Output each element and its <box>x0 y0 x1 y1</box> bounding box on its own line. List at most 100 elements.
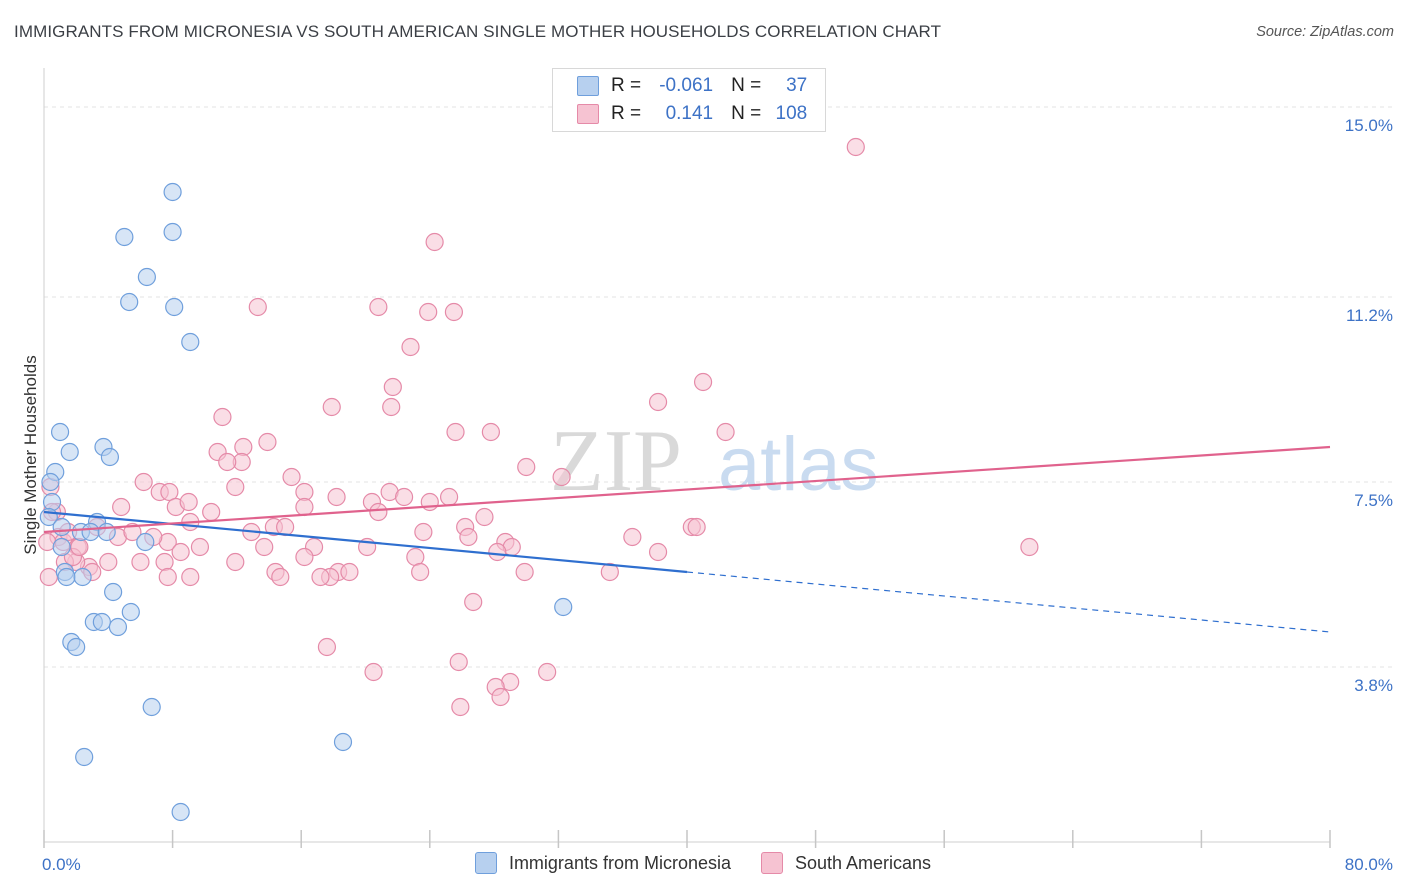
south-american-point <box>401 337 420 357</box>
south-american-point <box>383 377 402 397</box>
south-american-point <box>481 422 500 442</box>
south-american-point <box>39 567 58 587</box>
south-american-point <box>459 527 478 547</box>
south-american-point <box>311 567 330 587</box>
south-american-point <box>600 562 619 582</box>
trend-lines <box>43 445 1331 633</box>
south-american-point <box>213 407 232 427</box>
legend-item-south-americans[interactable]: South Americans <box>760 852 932 874</box>
south-american-point <box>419 302 438 322</box>
micronesia-trend-line <box>43 510 688 574</box>
south-american-point <box>491 687 510 707</box>
watermark-zip: ZIP <box>550 413 682 510</box>
south-american-point <box>282 467 301 487</box>
micronesia-point <box>42 492 62 512</box>
x-tick-label: 0.0% <box>42 855 81 874</box>
south-american-point <box>70 537 89 557</box>
south-american-point <box>99 552 118 572</box>
south-american-point <box>451 697 470 717</box>
south-american-point <box>1020 537 1039 557</box>
y-tick-label: 7.5% <box>1354 491 1393 510</box>
legend-label: Immigrants from Micronesia <box>508 852 731 873</box>
south-american-point <box>449 652 468 672</box>
micronesia-point <box>115 227 134 247</box>
south-american-point <box>716 422 735 442</box>
blue-swatch <box>474 852 497 874</box>
south-american-point <box>295 547 314 567</box>
south-american-point <box>439 487 459 507</box>
chart-title: IMMIGRANTS FROM MICRONESIA VS SOUTH AMER… <box>14 22 942 41</box>
south-american-point <box>112 497 131 517</box>
south-american-point <box>134 472 153 492</box>
south-american-point <box>190 537 210 557</box>
south-american-point <box>517 457 536 477</box>
micronesia-points <box>39 182 573 822</box>
south-american-point <box>131 552 150 572</box>
south-american-point <box>411 562 430 582</box>
pink-swatch <box>760 852 783 874</box>
y-tick-label: 15.0% <box>1345 116 1393 135</box>
south-american-point <box>369 297 388 317</box>
south-american-point <box>369 502 388 522</box>
micronesia-point <box>163 182 182 202</box>
south-american-point <box>340 562 359 582</box>
south-american-point <box>425 232 444 252</box>
south-american-point <box>406 547 425 567</box>
south-american-point <box>255 537 274 557</box>
south-american-point <box>317 637 337 657</box>
south-american-point <box>515 562 534 582</box>
south-american-point <box>364 662 383 682</box>
blue-swatch <box>577 76 599 96</box>
micronesia-point <box>60 442 79 462</box>
south-american-point <box>488 542 507 562</box>
micronesia-point <box>136 532 155 552</box>
micronesia-trend-extension <box>686 571 1331 633</box>
source-label: Source: ZipAtlas.com <box>1256 24 1394 40</box>
micronesia-point <box>554 597 573 617</box>
south-american-point <box>202 502 221 522</box>
south-american-point <box>171 542 190 562</box>
watermark: ZIP atlas <box>550 413 879 510</box>
south-american-point <box>226 477 245 497</box>
legend-item-micronesia[interactable]: Immigrants from Micronesia <box>474 852 731 874</box>
south-american-point <box>248 297 267 317</box>
r-label: R = <box>611 75 642 96</box>
n-label: N = <box>731 103 762 124</box>
south-american-point <box>623 527 642 547</box>
micronesia-point <box>120 292 139 312</box>
south-american-point <box>179 492 198 512</box>
micronesia-point <box>67 637 86 657</box>
south-americans-points <box>38 137 1039 717</box>
n-value: 108 <box>775 103 808 124</box>
south-american-point <box>226 552 245 572</box>
south-american-point <box>295 497 314 517</box>
r-value: -0.061 <box>659 75 714 96</box>
south-american-point <box>414 522 433 542</box>
stats-row-micronesia: R = -0.061 N = 37 <box>553 72 807 100</box>
micronesia-point <box>52 517 71 537</box>
south-american-point <box>846 137 865 157</box>
n-label: N = <box>731 75 762 96</box>
micronesia-point <box>92 612 111 632</box>
micronesia-point <box>181 332 200 352</box>
micronesia-point <box>121 602 140 622</box>
y-tick-labels: 3.8% 7.5% 11.2% 15.0% <box>1345 116 1393 695</box>
south-american-point <box>394 487 414 507</box>
pink-swatch <box>577 104 599 124</box>
south-american-point <box>475 507 494 527</box>
watermark-atlas: atlas <box>718 422 879 507</box>
micronesia-point <box>52 537 71 557</box>
legend-label: South Americans <box>794 852 932 873</box>
stats-legend: R = -0.061 N = 37 R = 0.141 N = 108 <box>552 68 826 132</box>
south-american-point <box>464 592 483 612</box>
south-american-point <box>446 422 465 442</box>
south-american-point <box>693 372 713 392</box>
y-tick-label: 11.2% <box>1346 306 1393 325</box>
micronesia-point <box>57 567 76 587</box>
series-legend: Immigrants from Micronesia South America… <box>0 852 1406 874</box>
south-american-point <box>322 397 341 417</box>
x-tick-labels: 0.0% 80.0% <box>42 855 1393 874</box>
micronesia-point <box>333 732 353 752</box>
r-value: 0.141 <box>665 103 714 124</box>
